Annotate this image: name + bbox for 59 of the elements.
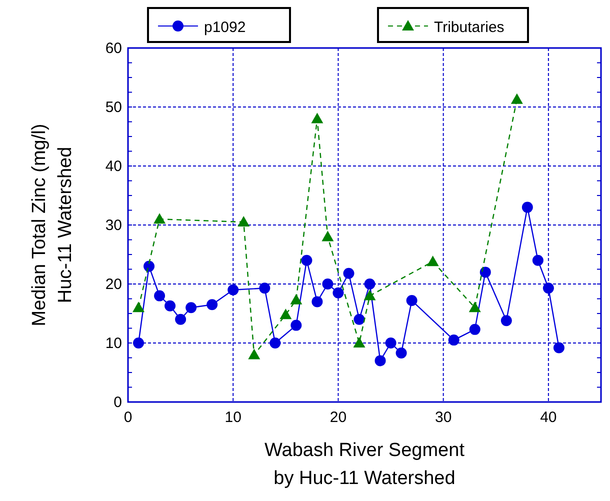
point	[542, 282, 554, 294]
point	[396, 348, 407, 359]
point	[290, 320, 302, 331]
point	[175, 314, 186, 325]
y-axis-title: Median Total Zinc (mg/l) Huc-11 Watershed	[29, 124, 76, 326]
point	[532, 254, 544, 266]
point	[374, 355, 386, 366]
point	[259, 282, 270, 294]
x-tick-label: 20	[330, 409, 347, 426]
point	[301, 254, 312, 266]
point	[426, 256, 439, 266]
point	[385, 338, 396, 348]
point	[469, 324, 480, 335]
point	[311, 112, 324, 124]
point	[480, 266, 491, 278]
point	[144, 260, 155, 272]
y-tick-label: 40	[105, 158, 122, 175]
point	[522, 202, 533, 213]
point	[406, 295, 418, 306]
y-tick-label: 0	[114, 394, 122, 411]
point	[332, 287, 344, 298]
point	[343, 268, 354, 279]
point	[154, 213, 166, 224]
legend-label: Tributaries	[434, 19, 504, 36]
point	[248, 348, 260, 360]
point	[553, 342, 564, 354]
x-axis-title: Wabash River Segment by Huc-11 Watershed	[264, 440, 466, 489]
point	[364, 278, 376, 290]
point	[322, 230, 334, 242]
point	[364, 290, 376, 300]
x-tick-label: 40	[540, 409, 557, 426]
point	[510, 93, 523, 104]
y-tick-label: 20	[105, 276, 122, 293]
point	[206, 299, 218, 310]
y-tick-label: 30	[105, 217, 122, 234]
point	[353, 337, 366, 348]
point	[500, 315, 512, 326]
point	[312, 296, 323, 308]
x-tick-label: 10	[224, 409, 242, 426]
legend-label: p1092	[204, 19, 246, 36]
point	[354, 314, 365, 325]
x-tick-label: 0	[124, 409, 132, 426]
point	[228, 284, 239, 296]
x-tick-label: 30	[434, 409, 452, 426]
point	[186, 302, 197, 314]
point	[468, 302, 481, 312]
y-tick-label: 60	[105, 40, 122, 57]
point	[154, 290, 166, 302]
point	[270, 338, 281, 348]
point	[164, 300, 176, 312]
y-tick-label: 10	[105, 335, 122, 352]
point	[290, 294, 302, 304]
y-tick-label: 50	[105, 99, 122, 116]
point	[322, 278, 334, 290]
point	[133, 338, 144, 348]
point	[448, 334, 460, 346]
point	[280, 308, 292, 320]
point	[238, 216, 250, 227]
point	[132, 302, 145, 312]
